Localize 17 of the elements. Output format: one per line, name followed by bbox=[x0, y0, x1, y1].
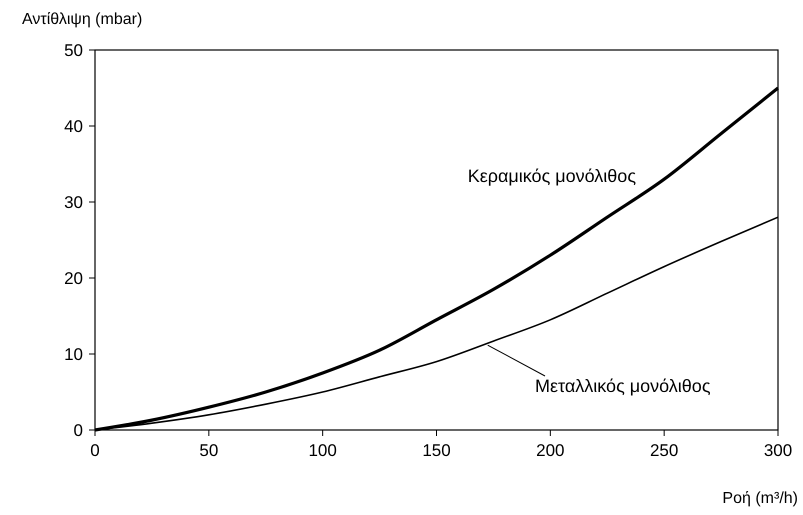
y-tick-label: 40 bbox=[64, 117, 83, 136]
x-tick-label: 0 bbox=[90, 441, 100, 460]
y-tick-label: 20 bbox=[64, 269, 83, 288]
x-tick-label: 200 bbox=[536, 441, 565, 460]
x-tick-label: 100 bbox=[308, 441, 337, 460]
x-tick-label: 50 bbox=[199, 441, 218, 460]
y-tick-label: 50 bbox=[64, 41, 83, 60]
text: Μεταλλικός μονόλιθος bbox=[535, 376, 711, 396]
x-tick-label: 150 bbox=[422, 441, 451, 460]
series-label: Κεραμικός μονόλιθος bbox=[468, 166, 636, 186]
y-axis-title: Αντίθλιψη (mbar) bbox=[22, 11, 142, 28]
y-tick-label: 30 bbox=[64, 193, 83, 212]
y-tick-label: 0 bbox=[74, 421, 83, 440]
x-axis-title: Ροή (m³/h) bbox=[722, 490, 798, 507]
x-tick-label: 300 bbox=[764, 441, 792, 460]
x-tick-label: 250 bbox=[650, 441, 678, 460]
y-tick-label: 10 bbox=[64, 345, 83, 364]
